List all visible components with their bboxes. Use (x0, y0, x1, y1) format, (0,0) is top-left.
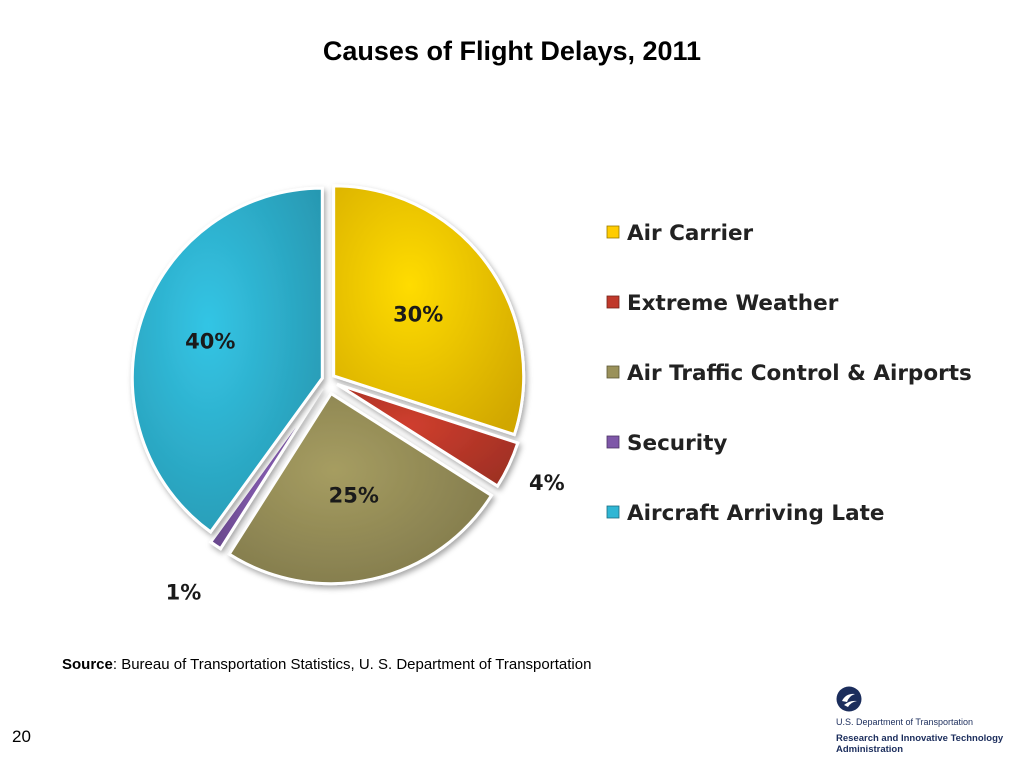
legend-label: Security (627, 431, 727, 456)
source-note: Source: Bureau of Transportation Statist… (62, 656, 591, 673)
pie-slice-aircraft-arriving-late (130, 186, 324, 534)
dot-org-name: U.S. Department of Transportation (836, 717, 974, 727)
dot-logo: U.S. Department of Transportation Resear… (836, 686, 1016, 756)
legend-label: Extreme Weather (627, 291, 839, 316)
legend-label: Air Traffic Control & Airports (627, 361, 972, 386)
slice-label: 25% (329, 484, 379, 508)
slice-label: 1% (166, 581, 202, 605)
legend-label: Air Carrier (627, 221, 754, 246)
source-text: : Bureau of Transportation Statistics, U… (112, 656, 592, 673)
legend-swatch (606, 435, 620, 449)
slice-label: 40% (185, 330, 235, 354)
pie-slice-extreme-weather (336, 382, 520, 489)
legend-swatch (606, 225, 620, 239)
dot-emblem-icon (836, 686, 862, 712)
legend-label: Aircraft Arriving Late (627, 501, 884, 526)
pie-slice-security (208, 387, 324, 551)
source-label: Source (62, 656, 113, 673)
slice-label: 4% (529, 471, 565, 495)
page-number: 20 (12, 727, 31, 746)
chart-title: Causes of Flight Delays, 2011 (322, 36, 702, 66)
pie-slice-air-carrier (332, 184, 526, 437)
legend-swatch (606, 505, 620, 519)
legend-swatch (606, 365, 620, 379)
chart-legend: Air Carrier Extreme Weather Air Traffic Co… (606, 221, 972, 526)
legend-swatch (606, 295, 620, 309)
slice-label: 30% (393, 303, 443, 327)
pie-slice-air-traffic-control-airports (227, 391, 494, 586)
rita-name: Research and Innovative Technology Admin… (836, 733, 1004, 755)
